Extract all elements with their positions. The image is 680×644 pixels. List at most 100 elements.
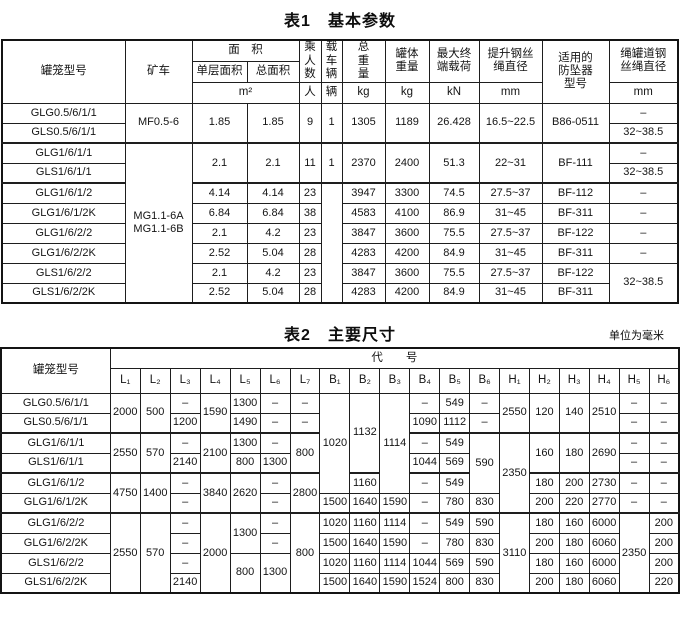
data-cell: 1590 <box>379 492 411 514</box>
data-cell: B86-0511 <box>541 102 610 144</box>
data-cell: 32~38.5 <box>608 162 679 184</box>
header-cell: 矿车 <box>124 39 193 104</box>
data-cell: – <box>409 492 441 514</box>
table-row: GLS1/6/2/2K 2.52 5.04 28 4283 4200 84.9 31~45 BF… <box>1 282 678 304</box>
data-cell: 1590 <box>379 572 411 594</box>
header-cell: H₁ <box>499 367 530 394</box>
data-cell: BF-111 <box>541 142 610 184</box>
table1-basic-parameters: 罐笼型号 矿车面 积乘 人 数载 车 辆总 重 量罐体 重量 最大终 端载荷 提升钢丝… <box>1 39 679 304</box>
table-row: GLG1/6/1/1 2550 570–2100 1300–800–549 590 235… <box>0 432 680 514</box>
data-cell: 28 <box>298 242 322 264</box>
data-cell: 549 <box>439 432 471 454</box>
data-cell: 200 <box>528 532 560 554</box>
data-cell: – <box>608 182 679 204</box>
table-row: GLS1/6/1/1 2140 800 1300 1044 569 – – <box>0 452 680 474</box>
data-cell: GLG0.5/6/1/1 <box>0 392 111 414</box>
data-cell: 549 <box>439 392 471 414</box>
data-cell: 2.1 <box>191 262 248 284</box>
header-cell: 辆 <box>320 81 343 104</box>
data-cell: 590 <box>469 512 501 534</box>
data-cell: 180 <box>528 472 560 494</box>
header-cell: B₅ <box>439 367 471 394</box>
data-cell: – <box>618 392 650 414</box>
data-cell: 2770 <box>588 492 620 514</box>
table2-unit-note: 单位为毫米 <box>609 330 664 342</box>
data-cell: 2400 <box>384 142 430 184</box>
data-cell: GLS1/6/2/2 <box>1 262 126 284</box>
table-row: GLG0.5/6/1/1 2000 500–1590 1300– –1020 1132 11… <box>0 392 680 494</box>
data-cell: 1500 <box>319 532 351 554</box>
data-cell: 4750 <box>109 472 141 514</box>
data-cell: 2100 <box>199 432 231 474</box>
table-row: GLG1/6/1/2 4750 1400–3840 2620–2800 1160–549… <box>0 472 680 514</box>
data-cell: 1590 <box>379 532 411 554</box>
table1-title: 表1 基本参数 <box>284 13 396 30</box>
data-cell: GLG1/6/1/2 <box>0 472 111 494</box>
data-cell: 220 <box>558 492 590 514</box>
data-cell: 74.5 <box>428 182 480 204</box>
data-cell: 1640 <box>349 492 381 514</box>
header-cell: 总 重 量 <box>341 39 386 83</box>
data-cell: 1020 <box>319 552 351 574</box>
data-cell: 5.04 <box>246 282 300 304</box>
data-cell: – <box>259 472 291 494</box>
table-row: GLS0.5/6/1/1 1200 1490– –1090 1112– – – <box>0 412 680 434</box>
data-cell: 800 <box>289 432 321 474</box>
data-cell: 180 <box>528 512 560 534</box>
data-cell: 3110 <box>499 512 530 594</box>
data-cell: – <box>618 432 650 454</box>
data-cell: 1020 <box>319 392 351 494</box>
data-cell: 2550 <box>109 432 141 474</box>
table-row: GLG1/6/1/2 4.14 4.14 23 3947 3300 74.5 27.5~37 B… <box>1 182 679 304</box>
data-cell: 23 <box>298 262 322 284</box>
data-cell: 2000 <box>109 392 141 434</box>
data-cell: 4583 <box>341 202 386 224</box>
data-cell: – <box>469 392 501 414</box>
data-cell: – <box>648 412 680 434</box>
data-cell: 180 <box>558 572 590 594</box>
data-cell: 3840 <box>199 472 231 514</box>
header-cell: L₂ <box>139 367 171 394</box>
data-cell: 6.84 <box>246 202 300 224</box>
data-cell: BF-122 <box>541 222 610 244</box>
data-cell: 569 <box>439 452 471 474</box>
data-cell: GLS1/6/2/2K <box>1 282 126 304</box>
data-cell: GLS1/6/1/1 <box>0 452 111 474</box>
header-cell: 提升钢丝 绳直径 <box>478 39 543 83</box>
data-cell: 1500 <box>319 572 351 594</box>
table-row: GLG1/6/2/2K – –1500 1640 1590–780 830 200 180 60… <box>0 532 680 554</box>
data-cell: 75.5 <box>428 262 480 284</box>
data-cell: 11 <box>298 142 322 184</box>
data-cell: GLG1/6/2/2K <box>0 532 111 554</box>
data-cell: 160 <box>558 512 590 534</box>
data-cell: – <box>409 392 441 414</box>
data-cell: 1044 <box>409 452 441 474</box>
data-cell: 31~45 <box>478 242 543 264</box>
data-cell: 1590 <box>199 392 231 434</box>
data-cell: 27.5~37 <box>478 182 543 204</box>
data-cell: 830 <box>469 572 501 594</box>
data-cell: GLG1/6/1/1 <box>0 432 111 454</box>
header-cell: 单层面积 <box>191 60 248 83</box>
data-cell: – <box>409 532 441 554</box>
data-cell: 1300 <box>259 552 291 594</box>
header-cell: H₆ <box>648 367 680 394</box>
table-row: GLG1/6/1/2K – –1500 1640 1590–780 830 200 220 27… <box>0 492 680 514</box>
data-cell: GLG1/6/1/2 <box>1 182 126 204</box>
data-cell: – <box>608 102 679 124</box>
data-cell: MF0.5-6 <box>124 102 193 144</box>
data-cell: 3300 <box>384 182 430 204</box>
data-cell: 16.5~22.5 <box>478 102 543 144</box>
data-cell: MG1.1-6A MG1.1-6B <box>124 142 193 304</box>
table-row: 罐笼型号代 号 <box>0 347 680 394</box>
data-cell: – <box>289 412 321 434</box>
data-cell: – <box>618 452 650 474</box>
data-cell: – <box>169 512 201 534</box>
data-cell: GLG1/6/2/2 <box>1 222 126 244</box>
data-cell: 1400 <box>139 472 171 514</box>
data-cell: 84.9 <box>428 242 480 264</box>
data-cell: 2.1 <box>191 222 248 244</box>
data-cell: 6000 <box>588 512 620 534</box>
header-cell: H₂ <box>528 367 560 394</box>
header-cell: 载 车 辆 <box>320 39 343 83</box>
